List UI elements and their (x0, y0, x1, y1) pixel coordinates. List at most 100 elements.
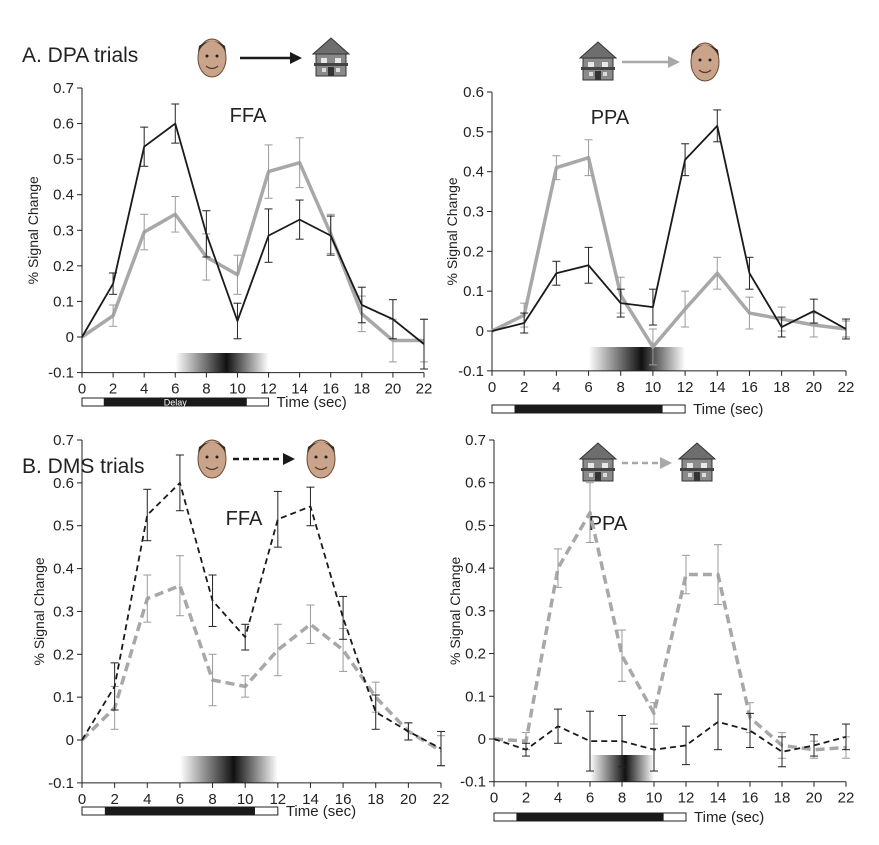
error-bar (175, 555, 184, 617)
x-tick-label: 20 (400, 791, 417, 808)
error-bar (208, 574, 217, 627)
error-bar (241, 623, 250, 651)
error-bar (357, 286, 366, 324)
error-bar (714, 544, 722, 605)
y-tick-label: 0.2 (465, 646, 486, 663)
x-tick-label: 8 (618, 790, 626, 807)
house-icon (578, 442, 618, 482)
error-bar (233, 302, 242, 340)
error-bar (584, 139, 593, 177)
face-icon (197, 38, 227, 78)
error-bar (713, 256, 722, 290)
time-axis-label: Time (sec) (693, 401, 763, 418)
series-line-light (493, 510, 847, 752)
error-bar (233, 254, 242, 295)
x-tick-label: 2 (520, 379, 528, 396)
y-tick-label: -0.1 (458, 363, 484, 380)
y-tick-label: 0.1 (463, 283, 484, 300)
y-tick-label: 0.7 (53, 432, 74, 449)
error-bar (306, 604, 315, 645)
error-bar (437, 730, 445, 767)
error-bar (306, 486, 315, 527)
house-icon (578, 41, 618, 81)
error-bar (713, 109, 722, 143)
error-bar (326, 215, 335, 256)
y-tick-label: 0.5 (463, 124, 484, 141)
error-bar (295, 199, 304, 240)
x-tick-label: 6 (584, 379, 592, 396)
y-tick-label: -0.1 (460, 774, 486, 791)
x-tick-label: 2 (110, 791, 118, 808)
error-bar (842, 723, 850, 751)
x-tick-label: 8 (208, 791, 216, 808)
x-tick-label: 6 (176, 791, 184, 808)
x-tick-label: 22 (838, 379, 855, 396)
x-tick-label: 12 (269, 791, 286, 808)
error-bar (520, 312, 529, 334)
x-tick-label: 10 (645, 379, 662, 396)
x-tick-label: 6 (586, 790, 594, 807)
x-tick-label: 4 (552, 379, 560, 396)
x-tick-label: 18 (774, 790, 791, 807)
error-bar (273, 623, 282, 677)
arrow-head-icon (660, 457, 672, 469)
y-tick-label: 0 (66, 329, 74, 346)
error-bar (202, 210, 211, 258)
x-tick-label: 12 (678, 790, 695, 807)
error-bar (554, 548, 562, 588)
x-tick-label: 14 (710, 790, 727, 807)
error-bar (143, 488, 152, 542)
x-tick-label: 16 (741, 379, 758, 396)
x-tick-label: 6 (171, 381, 179, 398)
chart-title: FFA (230, 105, 267, 127)
x-tick-label: 4 (143, 791, 151, 808)
face-icon (690, 42, 720, 82)
y-axis-label: % Signal Change (31, 557, 47, 665)
series-line-dark (493, 721, 847, 753)
y-tick-label: 0.5 (465, 517, 486, 534)
y-tick-label: 0 (476, 323, 484, 340)
x-tick-label: 16 (322, 381, 339, 398)
x-tick-label: 20 (806, 790, 823, 807)
error-bar (404, 722, 413, 741)
error-bar (554, 708, 562, 744)
x-tick-label: 22 (433, 791, 450, 808)
error-bar (650, 702, 658, 725)
error-bar (175, 454, 184, 512)
y-tick-label: 0.7 (53, 80, 74, 97)
series-line-dark (81, 481, 442, 750)
time-axis-label: Time (sec) (694, 809, 764, 826)
y-tick-label: 0.3 (465, 603, 486, 620)
error-bar (552, 260, 561, 286)
x-tick-label: 0 (78, 791, 86, 808)
x-tick-label: 12 (260, 381, 277, 398)
error-bar (586, 482, 594, 544)
x-tick-label: 10 (646, 790, 663, 807)
error-bar (273, 490, 282, 548)
time-axis-label: Time (sec) (286, 803, 356, 820)
error-bar (241, 675, 250, 698)
x-tick-label: 18 (773, 379, 790, 396)
y-tick-label: 0.1 (465, 688, 486, 705)
error-bar (842, 318, 850, 340)
delay-shade (588, 347, 686, 371)
error-bar (745, 256, 754, 290)
error-bar (140, 213, 149, 251)
error-bar (140, 126, 149, 167)
y-tick-label: 0.5 (53, 151, 74, 168)
arrow-head-icon (290, 52, 302, 64)
y-tick-label: 0.4 (463, 164, 484, 181)
series-line-dark (491, 124, 847, 332)
x-tick-label: 8 (617, 379, 625, 396)
series-line-light (491, 155, 847, 349)
x-tick-label: 18 (367, 791, 384, 808)
y-tick-label: 0 (478, 731, 486, 748)
error-bar (388, 299, 397, 340)
y-tick-label: 0.6 (53, 116, 74, 133)
error-bar (586, 710, 594, 772)
delay-shade (179, 756, 278, 783)
error-bar (109, 304, 118, 327)
x-tick-label: 16 (742, 790, 759, 807)
y-tick-label: 0.3 (463, 204, 484, 221)
error-bar (264, 144, 273, 199)
